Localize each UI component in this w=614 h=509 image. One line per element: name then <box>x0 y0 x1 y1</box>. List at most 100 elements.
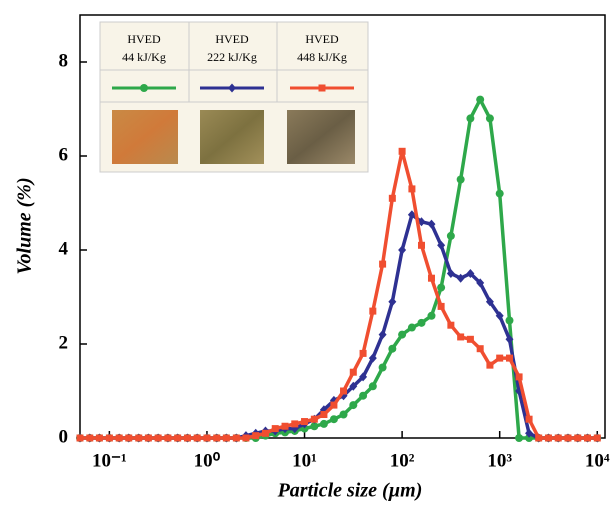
x-tick-label: 10⁰ <box>194 450 221 471</box>
marker <box>330 401 338 409</box>
marker <box>388 194 396 202</box>
x-axis-title: Particle size (µm) <box>277 480 423 502</box>
marker <box>456 175 465 184</box>
marker <box>154 434 162 442</box>
marker <box>368 382 377 391</box>
marker <box>456 273 465 283</box>
legend-title: HVED <box>305 32 339 46</box>
marker <box>437 240 446 250</box>
marker <box>446 231 455 240</box>
x-tick-label: 10⁻¹ <box>92 450 127 471</box>
marker <box>349 401 358 410</box>
marker <box>583 434 591 442</box>
marker <box>378 330 387 340</box>
marker <box>359 349 367 357</box>
marker <box>408 185 416 193</box>
marker <box>476 278 485 288</box>
marker <box>144 434 152 442</box>
marker <box>349 381 358 391</box>
marker <box>457 333 465 341</box>
marker <box>339 410 348 419</box>
marker <box>291 420 299 428</box>
legend <box>99 21 369 173</box>
marker <box>544 434 552 442</box>
y-tick-label: 4 <box>59 238 69 259</box>
marker <box>252 432 260 440</box>
marker <box>495 189 504 198</box>
marker <box>318 84 326 92</box>
marker <box>232 434 240 442</box>
marker <box>427 311 436 320</box>
marker <box>485 114 494 123</box>
x-tick-label: 10³ <box>487 450 512 471</box>
marker <box>505 334 514 344</box>
marker <box>378 363 387 372</box>
series-line <box>80 211 598 440</box>
marker <box>515 373 523 381</box>
marker <box>417 318 426 327</box>
y-axis-title: Volume (%) <box>14 177 36 274</box>
marker <box>525 428 534 438</box>
sample-photo <box>112 110 178 164</box>
marker <box>525 415 533 423</box>
marker <box>398 330 407 339</box>
legend-title: HVED <box>215 32 249 46</box>
marker <box>105 434 113 442</box>
marker <box>125 434 133 442</box>
marker <box>564 434 572 442</box>
marker <box>476 95 485 104</box>
marker <box>554 434 562 442</box>
marker <box>447 321 455 329</box>
y-tick-label: 0 <box>59 426 69 447</box>
marker <box>495 311 504 321</box>
marker <box>505 354 513 362</box>
marker <box>574 434 582 442</box>
marker <box>319 419 328 428</box>
y-tick-label: 6 <box>59 144 69 165</box>
marker <box>369 307 377 315</box>
marker <box>174 434 182 442</box>
marker <box>310 422 319 431</box>
marker <box>86 434 94 442</box>
marker <box>407 323 416 332</box>
marker <box>359 391 368 400</box>
marker <box>417 241 425 249</box>
marker <box>320 411 328 418</box>
marker <box>379 260 387 268</box>
marker <box>496 354 504 362</box>
marker <box>388 344 397 353</box>
marker <box>427 274 435 282</box>
marker <box>359 372 368 382</box>
marker <box>437 302 445 310</box>
marker <box>398 147 406 155</box>
x-tick-label: 10¹ <box>292 450 317 471</box>
legend-label: 44 kJ/Kg <box>122 50 166 64</box>
marker <box>228 83 236 93</box>
marker <box>213 434 221 442</box>
marker <box>476 345 484 353</box>
marker <box>515 434 524 442</box>
marker <box>485 297 494 307</box>
marker <box>466 114 475 123</box>
x-tick-label: 10² <box>390 450 415 471</box>
marker <box>349 368 357 376</box>
x-tick-label: 10⁴ <box>585 450 610 471</box>
marker <box>310 415 318 423</box>
marker <box>242 434 250 442</box>
marker <box>466 335 474 343</box>
marker <box>340 387 348 395</box>
marker <box>505 316 514 325</box>
marker <box>368 353 377 363</box>
y-tick-label: 8 <box>59 50 69 71</box>
marker <box>301 418 309 426</box>
marker <box>466 269 475 278</box>
marker <box>183 434 191 442</box>
marker <box>140 84 148 92</box>
marker <box>398 245 407 255</box>
legend-title: HVED <box>127 32 161 46</box>
marker <box>115 434 123 442</box>
marker <box>164 434 172 442</box>
legend-label: 448 kJ/Kg <box>297 50 347 64</box>
sample-photo <box>200 110 264 164</box>
